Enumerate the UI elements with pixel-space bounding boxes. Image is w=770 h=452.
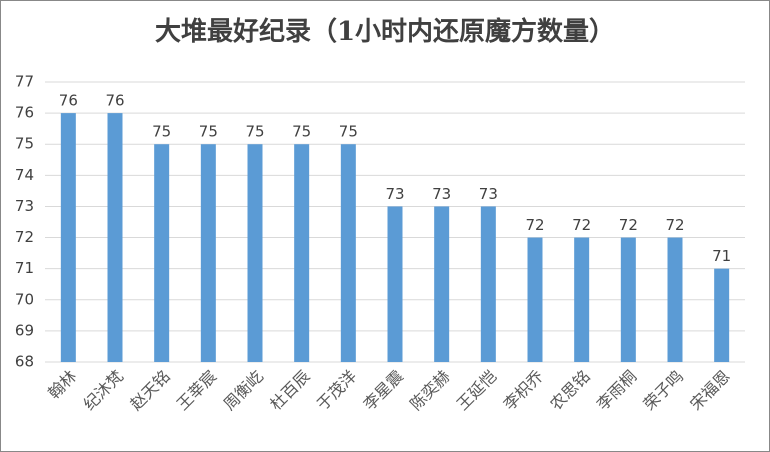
data-label: 72 [572, 216, 591, 234]
data-label: 75 [199, 123, 218, 141]
data-label: 71 [712, 247, 731, 265]
bar [620, 237, 636, 362]
y-tick-label: 74 [15, 166, 34, 184]
data-label: 76 [59, 92, 78, 110]
data-label: 72 [665, 216, 684, 234]
y-tick-label: 70 [15, 290, 34, 308]
y-tick-label: 68 [15, 353, 34, 371]
y-tick-label: 73 [15, 197, 34, 215]
bar [714, 268, 730, 362]
bar [667, 237, 683, 362]
bar [294, 144, 310, 362]
y-tick-label: 77 [15, 73, 34, 91]
bar [107, 113, 123, 362]
data-label: 75 [245, 123, 264, 141]
data-label: 75 [152, 123, 171, 141]
y-tick-label: 71 [15, 259, 34, 277]
bar [247, 144, 263, 362]
y-tick-label: 75 [15, 135, 34, 153]
y-tick-label: 72 [15, 228, 34, 246]
y-tick-label: 69 [15, 321, 34, 339]
data-label: 75 [339, 123, 358, 141]
data-label: 72 [525, 216, 544, 234]
bar [527, 237, 543, 362]
data-label: 73 [432, 185, 451, 203]
data-label: 72 [619, 216, 638, 234]
chart-title: 大堆最好纪录（1小时内还原魔方数量） [155, 16, 615, 47]
bar [154, 144, 170, 362]
bar [340, 144, 356, 362]
data-label: 73 [385, 185, 404, 203]
bar [200, 144, 216, 362]
bar [480, 206, 496, 362]
bar [434, 206, 450, 362]
bar [574, 237, 590, 362]
bar [60, 113, 76, 362]
data-label: 73 [479, 185, 498, 203]
data-label: 76 [105, 92, 124, 110]
y-tick-label: 76 [15, 104, 34, 122]
data-label: 75 [292, 123, 311, 141]
bar [387, 206, 403, 362]
